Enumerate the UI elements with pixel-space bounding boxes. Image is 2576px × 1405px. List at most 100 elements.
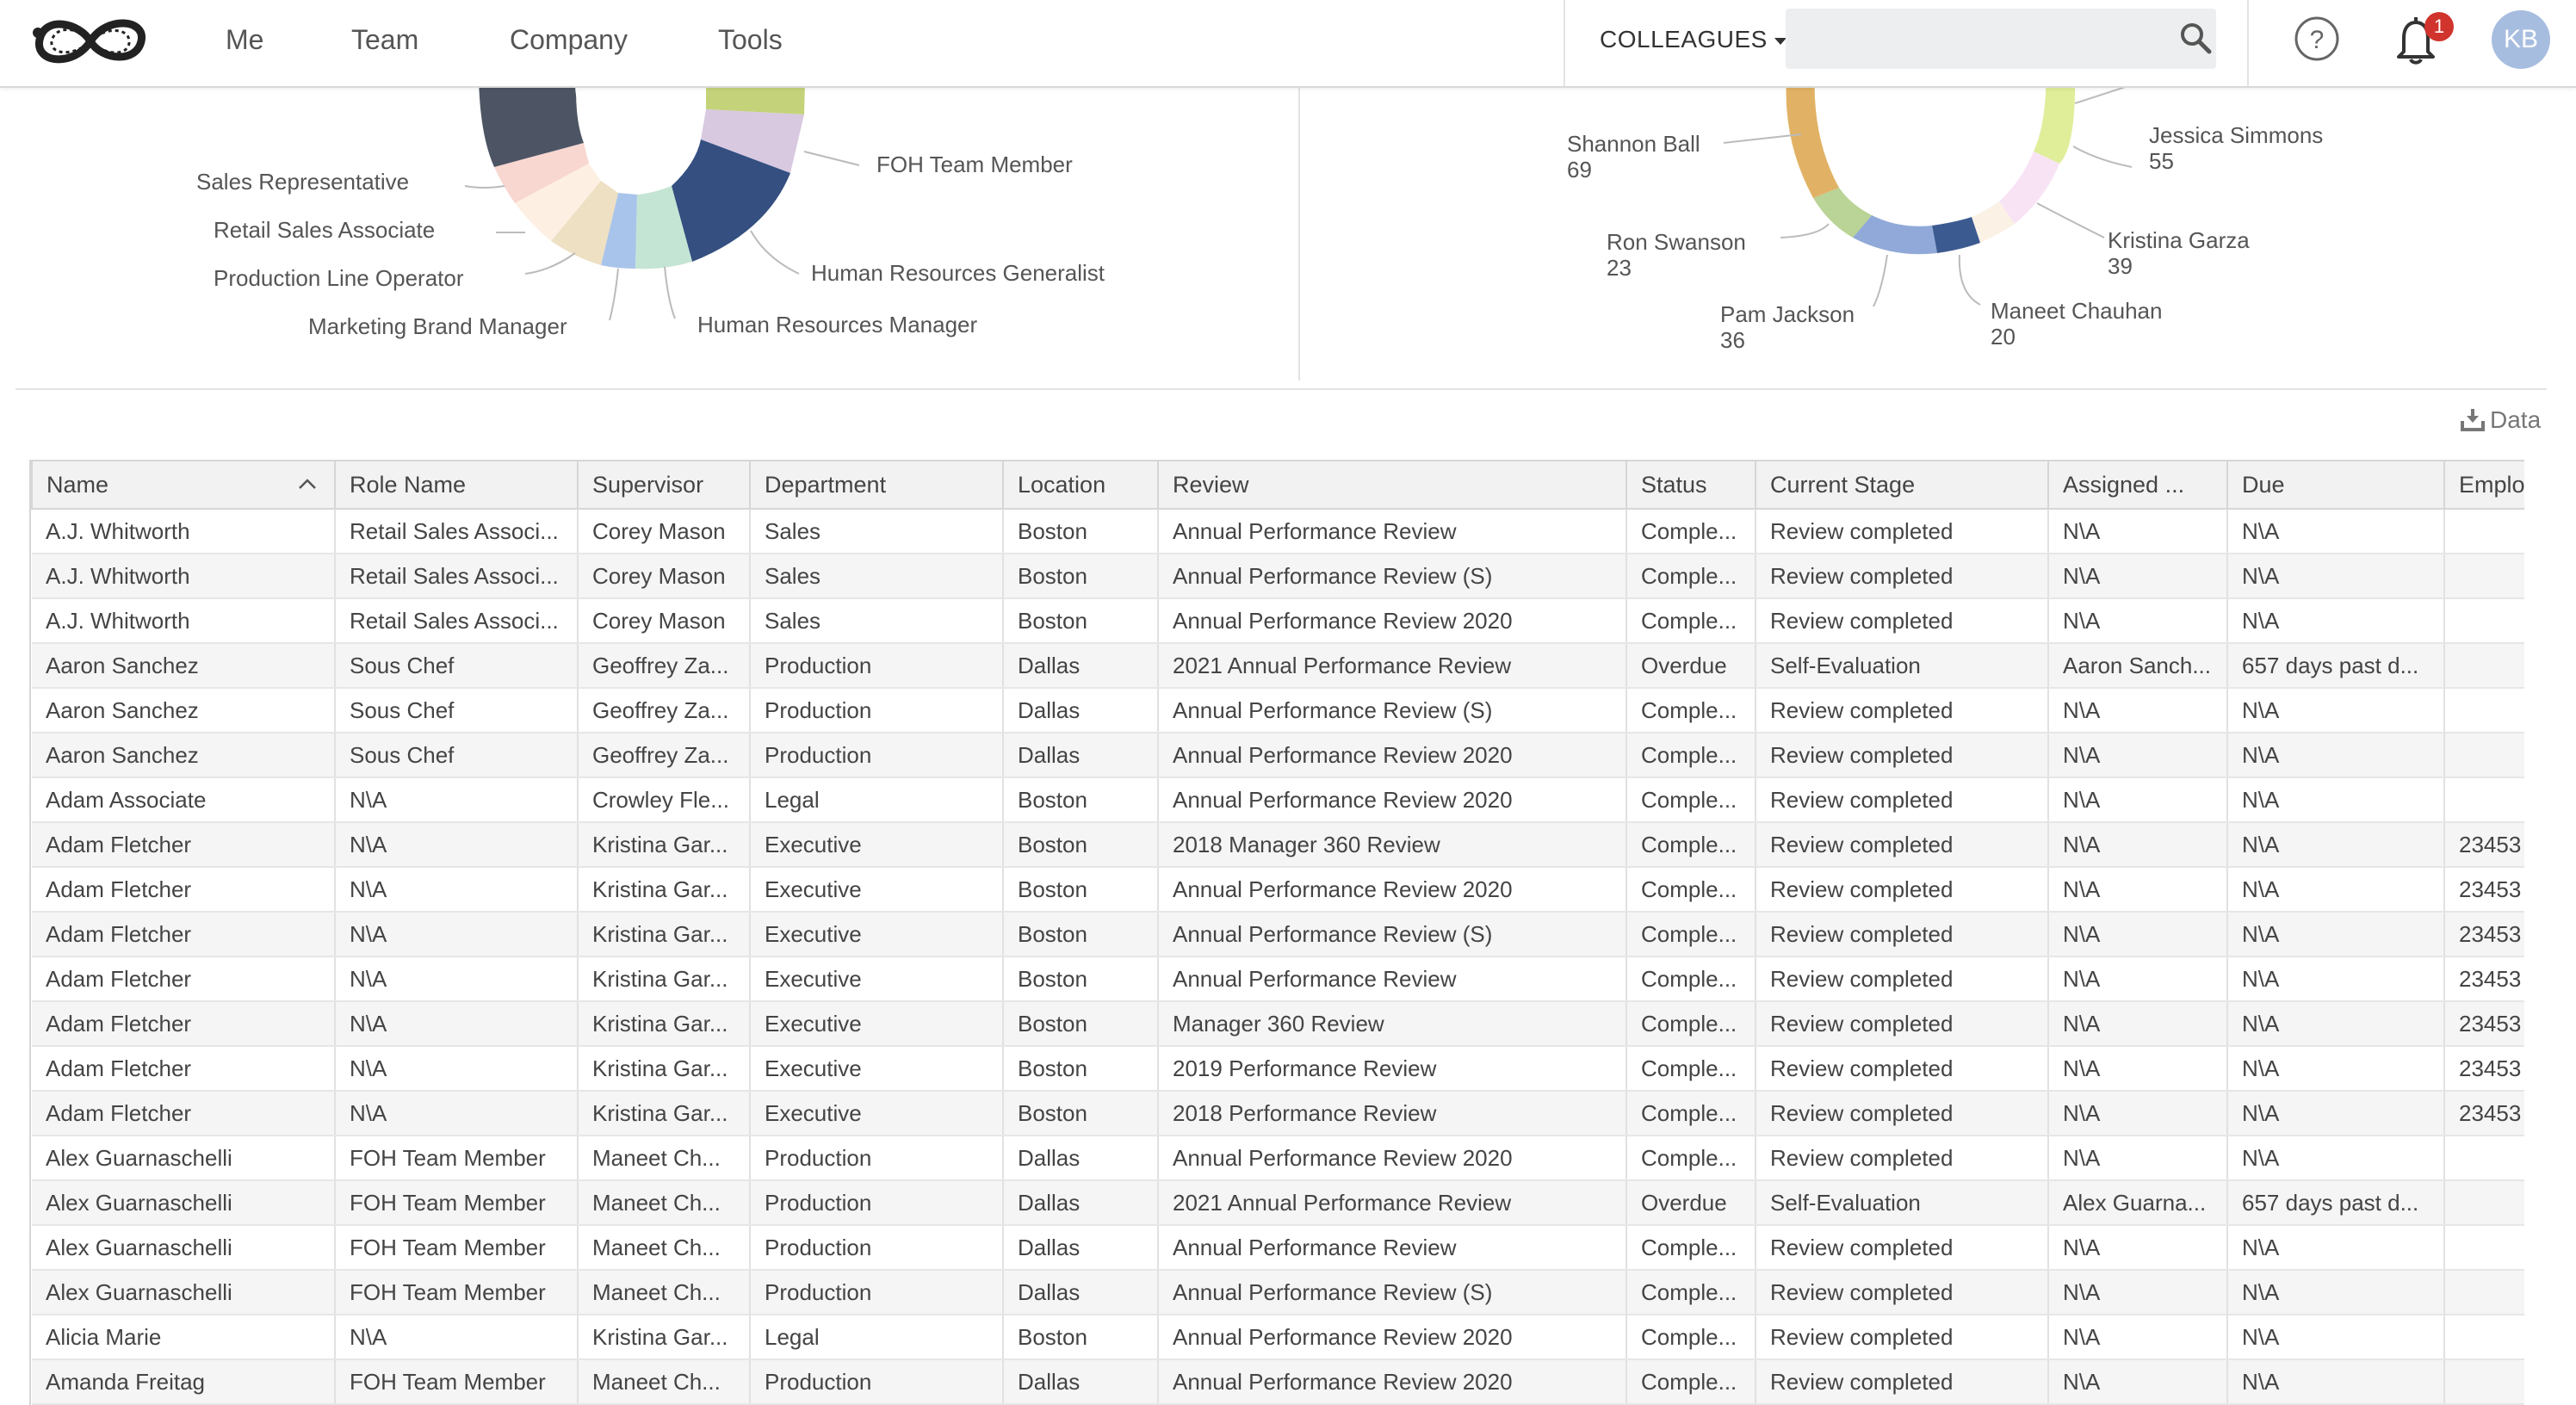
nav-team[interactable]: Team [351, 24, 419, 55]
table-cell: N\A [2048, 912, 2228, 957]
search-icon[interactable] [2178, 21, 2213, 55]
table-cell: Retail Sales Associ... [335, 554, 579, 599]
donut-slice-dark[interactable] [479, 86, 584, 167]
table-row[interactable]: Aaron Sanchez Sous Chef Geoffrey Za... Prod… [32, 688, 2524, 733]
table-row[interactable]: Adam Associate N\A Crowley Fle... Legal Bost… [32, 777, 2524, 823]
donut-slice-hr-generalist[interactable] [701, 109, 804, 173]
donut-slice-unlabeled[interactable] [515, 164, 601, 241]
donut-slice-unlabeled[interactable] [1972, 201, 2015, 243]
table-row[interactable]: Alicia Marie N\A Kristina Gar... Legal Bosto… [32, 1315, 2524, 1360]
chart-label: Maneet Chauhan 20 [1991, 298, 2163, 350]
column-header-review[interactable]: Review [1157, 460, 1627, 510]
table-cell [2444, 777, 2524, 823]
donut-slice-production[interactable] [601, 193, 637, 269]
column-header-due[interactable]: Due [2226, 460, 2445, 510]
table-row[interactable]: Adam Fletcher N\A Kristina Gar... Executive… [32, 867, 2524, 913]
table-cell: Executive [750, 912, 1004, 957]
column-header-status[interactable]: Status [1625, 460, 1756, 510]
donut-slice-ron-swanson[interactable] [1813, 188, 1872, 238]
table-row[interactable]: Aaron Sanchez Sous Chef Geoffrey Za... Prod… [32, 643, 2524, 689]
table-cell: Aaron Sanchez [32, 733, 336, 778]
table-row[interactable]: Adam Fletcher N\A Kristina Gar... Executive… [32, 956, 2524, 1002]
nav-tools[interactable]: Tools [718, 24, 783, 55]
table-cell: Corey Mason [578, 554, 751, 599]
table-cell: Annual Performance Review 2020 [1158, 1315, 1627, 1360]
column-header-supervisor[interactable]: Supervisor [577, 460, 751, 510]
bell-icon[interactable] [2392, 14, 2440, 65]
table-cell: 23453 [2444, 822, 2524, 868]
chart-label: Retail Sales Associate [214, 217, 436, 243]
table-row[interactable]: Adam Fletcher N\A Kristina Gar... Executive… [32, 1001, 2524, 1047]
column-header-assigned[interactable]: Assigned ... [2047, 460, 2228, 510]
donut-slice-retail[interactable] [551, 181, 618, 265]
table-cell: FOH Team Member [335, 1136, 579, 1181]
donut-slice-marketing[interactable] [635, 186, 692, 269]
nav-me[interactable]: Me [226, 24, 264, 55]
table-row[interactable]: Alex Guarnaschelli FOH Team Member Maneet … [32, 1270, 2524, 1315]
table-cell: Corey Mason [578, 598, 751, 644]
column-header-label: Department [765, 471, 887, 498]
table-cell: 23453 [2444, 912, 2524, 957]
table-cell: Adam Fletcher [32, 1091, 336, 1136]
table-row[interactable]: Alex Guarnaschelli FOH Team Member Maneet … [32, 1225, 2524, 1271]
table-cell [2444, 1270, 2524, 1315]
table-row[interactable]: Alex Guarnaschelli FOH Team Member Maneet … [32, 1180, 2524, 1226]
donut-slice-hr-manager[interactable] [672, 139, 790, 262]
table-cell: N\A [335, 1046, 579, 1092]
table-cell: N\A [2048, 509, 2228, 554]
column-header-emplo[interactable]: Emplo [2443, 460, 2524, 510]
column-header-department[interactable]: Department [749, 460, 1004, 510]
table-row[interactable]: Aaron Sanchez Sous Chef Geoffrey Za... Prod… [32, 733, 2524, 778]
table-cell: N\A [2227, 1001, 2445, 1047]
help-icon[interactable]: ? [2294, 15, 2340, 62]
table-cell: Overdue [1626, 1180, 1756, 1226]
table-row[interactable]: Adam Fletcher N\A Kristina Gar... Executive… [32, 1091, 2524, 1136]
table-row[interactable]: Alex Guarnaschelli FOH Team Member Maneet … [32, 1136, 2524, 1181]
donut-slice-shannon-ball[interactable] [1786, 86, 1839, 198]
donut-slice-pam-jackson[interactable] [1853, 215, 1937, 255]
donut-slice-sales-rep[interactable] [494, 143, 589, 203]
table-cell: Kristina Gar... [578, 867, 751, 913]
nav-company[interactable]: Company [510, 24, 628, 55]
user-avatar[interactable]: KB [2492, 10, 2550, 69]
table-row[interactable]: Amanda Freitag FOH Team Member Maneet Ch..… [32, 1359, 2524, 1405]
table-cell: Retail Sales Associ... [335, 509, 579, 554]
table-cell: Annual Performance Review [1158, 509, 1627, 554]
table-cell: Geoffrey Za... [578, 643, 751, 689]
table-row[interactable]: A.J. Whitworth Retail Sales Associ... Core… [32, 509, 2524, 554]
search-input[interactable] [1796, 14, 2161, 65]
colleagues-dropdown[interactable]: COLLEAGUES [1600, 21, 1786, 59]
table-cell: N\A [2048, 777, 2228, 823]
data-download-link[interactable]: Data [2461, 405, 2541, 436]
donut-slice-maneet-chauhan[interactable] [1932, 217, 1980, 253]
table-cell: Review completed [1756, 1315, 2049, 1360]
table-cell: Comple... [1626, 777, 1756, 823]
table-cell: Comple... [1626, 867, 1756, 913]
company-logo-icon[interactable] [29, 7, 152, 76]
column-header-label: Due [2242, 471, 2285, 498]
table-cell: Kristina Gar... [578, 956, 751, 1002]
donut-slice-foh-team-member[interactable] [706, 86, 806, 115]
table-row[interactable]: Adam Fletcher N\A Kristina Gar... Executive… [32, 912, 2524, 957]
table-cell: 2018 Performance Review [1158, 1091, 1627, 1136]
chart-label: Pam Jackson 36 [1720, 301, 1855, 353]
donut-slice-kristina-garza[interactable] [1999, 152, 2059, 224]
table-row[interactable]: Adam Fletcher N\A Kristina Gar... Executive… [32, 1046, 2524, 1092]
column-header-label: Supervisor [592, 471, 704, 498]
table-row[interactable]: Adam Fletcher N\A Kristina Gar... Executive… [32, 822, 2524, 868]
table-cell: N\A [2048, 1270, 2228, 1315]
column-header-name[interactable]: Name [31, 460, 336, 510]
column-header-role-name[interactable]: Role Name [334, 460, 579, 510]
table-cell: N\A [335, 822, 579, 868]
table-cell: Kristina Gar... [578, 912, 751, 957]
column-header-location[interactable]: Location [1002, 460, 1159, 510]
table-cell: Executive [750, 1001, 1004, 1047]
table-row[interactable]: A.J. Whitworth Retail Sales Associ... Core… [32, 554, 2524, 599]
table-cell: Dallas [1003, 733, 1159, 778]
sort-ascending-icon[interactable] [298, 477, 317, 491]
column-header-current-stage[interactable]: Current Stage [1755, 460, 2049, 510]
role-donut-chart [464, 86, 860, 321]
table-row[interactable]: A.J. Whitworth Retail Sales Associ... Core… [32, 598, 2524, 644]
table-cell: N\A [2048, 1315, 2228, 1360]
donut-slice-jessica-simmons[interactable] [2034, 86, 2076, 164]
